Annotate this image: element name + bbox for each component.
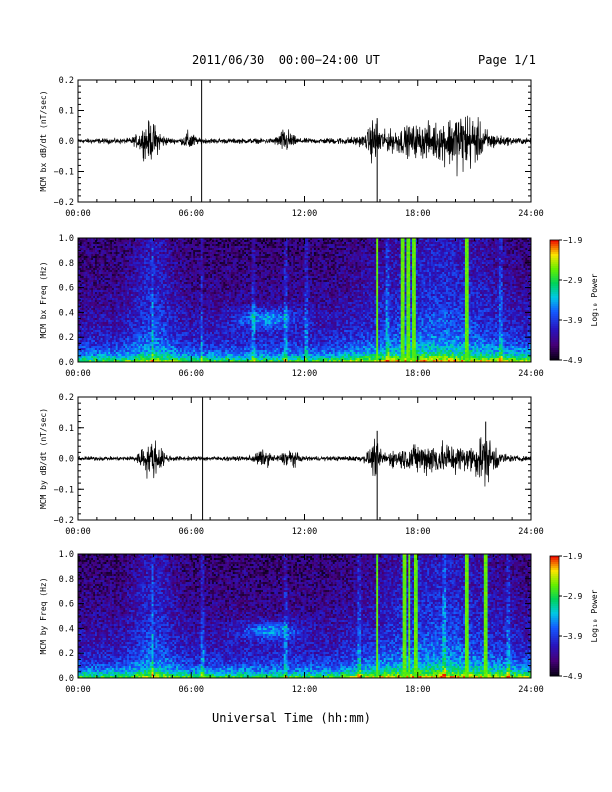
y-tick-label: 0.0 xyxy=(59,674,74,684)
x-tick-label: 00:00 xyxy=(65,527,91,537)
colorbar: −1.9 −2.9 −3.9 −4.9 Log₁₀ Power xyxy=(550,236,599,365)
x-tick-label: 18:00 xyxy=(405,527,431,537)
series-line xyxy=(78,116,531,176)
colorbar-tick-label: −1.9 xyxy=(563,552,582,561)
series-line xyxy=(78,437,531,486)
x-tick-label: 06:00 xyxy=(178,685,204,695)
y-tick-label: −0.2 xyxy=(54,516,74,526)
y-tick-label: 0.6 xyxy=(59,284,74,294)
colorbar-tick-label: −3.9 xyxy=(563,316,582,325)
colorbar-title: Log₁₀ Power xyxy=(590,273,599,326)
colorbar-tick-label: −4.9 xyxy=(563,672,582,681)
x-tick-label: 00:00 xyxy=(65,685,91,695)
y-tick-label: 1.0 xyxy=(59,550,74,560)
y-tick-label: 0.0 xyxy=(59,358,74,368)
spectrogram-panel: 00:00 06:00 12:00 18:00 24:00 1.0 0.8 0.6 0.4 0.2… xyxy=(39,550,599,695)
colorbar: −1.9 −2.9 −3.9 −4.9 Log₁₀ Power xyxy=(550,552,599,681)
x-tick-label: 24:00 xyxy=(518,369,544,379)
y-tick-label: 0.0 xyxy=(59,455,74,465)
x-tick-label: 06:00 xyxy=(178,209,204,219)
y-axis-title: MCM by Freq (Hz) xyxy=(39,577,48,654)
x-tick-label: 18:00 xyxy=(405,209,431,219)
x-tick-label: 12:00 xyxy=(292,209,318,219)
spectrogram-cells xyxy=(78,238,531,362)
x-tick-label: 18:00 xyxy=(405,369,431,379)
colorbar-tick-label: −2.9 xyxy=(563,592,582,601)
x-tick-label: 06:00 xyxy=(178,527,204,537)
y-tick-label: 0.4 xyxy=(59,308,74,318)
y-tick-label: 0.8 xyxy=(59,259,74,269)
y-tick-label: 0.6 xyxy=(59,600,74,610)
spectrogram-panel: 00:00 06:00 12:00 18:00 24:00 1.0 0.8 0.6 0.4 0.2… xyxy=(39,234,599,379)
x-tick-label: 00:00 xyxy=(65,209,91,219)
y-tick-label: 0.8 xyxy=(59,575,74,585)
y-tick-label: 0.4 xyxy=(59,624,74,634)
x-tick-label: 24:00 xyxy=(518,685,544,695)
y-tick-label: 0.2 xyxy=(59,76,74,86)
y-tick-label: −0.2 xyxy=(54,198,74,208)
y-tick-label: 0.2 xyxy=(59,649,74,659)
timeseries-panel: 00:00 06:00 12:00 18:00 24:00 0.2 0.1 0.0 −0.1 −0… xyxy=(39,76,544,219)
colorbar-title: Log₁₀ Power xyxy=(590,589,599,642)
y-axis-title: MCM bx Freq (Hz) xyxy=(39,261,48,338)
x-tick-label: 24:00 xyxy=(518,209,544,219)
x-tick-label: 24:00 xyxy=(518,527,544,537)
timeseries-panel: 00:00 06:00 12:00 18:00 24:00 0.2 0.1 0.0 −0.1 −0… xyxy=(39,393,544,537)
y-tick-label: −0.1 xyxy=(54,485,74,495)
y-tick-label: 0.0 xyxy=(59,137,74,147)
x-tick-label: 00:00 xyxy=(65,369,91,379)
x-tick-label: 06:00 xyxy=(178,369,204,379)
spectrogram-cells xyxy=(78,554,531,678)
y-tick-label: −0.1 xyxy=(54,168,74,178)
y-tick-label: 0.2 xyxy=(59,333,74,343)
x-tick-label: 12:00 xyxy=(292,527,318,537)
colorbar-tick-label: −1.9 xyxy=(563,236,582,245)
y-tick-label: 0.1 xyxy=(59,107,74,117)
x-tick-label: 12:00 xyxy=(292,685,318,695)
y-axis-title: MCM bx dB/dt (nT/sec) xyxy=(39,90,48,191)
x-tick-label: 12:00 xyxy=(292,369,318,379)
y-tick-label: 0.1 xyxy=(59,424,74,434)
y-axis-title: MCM by dB/dt (nT/sec) xyxy=(39,408,48,509)
y-tick-label: 0.2 xyxy=(59,393,74,403)
colorbar-tick-label: −2.9 xyxy=(563,276,582,285)
y-tick-label: 1.0 xyxy=(59,234,74,244)
x-tick-label: 18:00 xyxy=(405,685,431,695)
colorbar-tick-label: −4.9 xyxy=(563,356,582,365)
colorbar-tick-label: −3.9 xyxy=(563,632,582,641)
